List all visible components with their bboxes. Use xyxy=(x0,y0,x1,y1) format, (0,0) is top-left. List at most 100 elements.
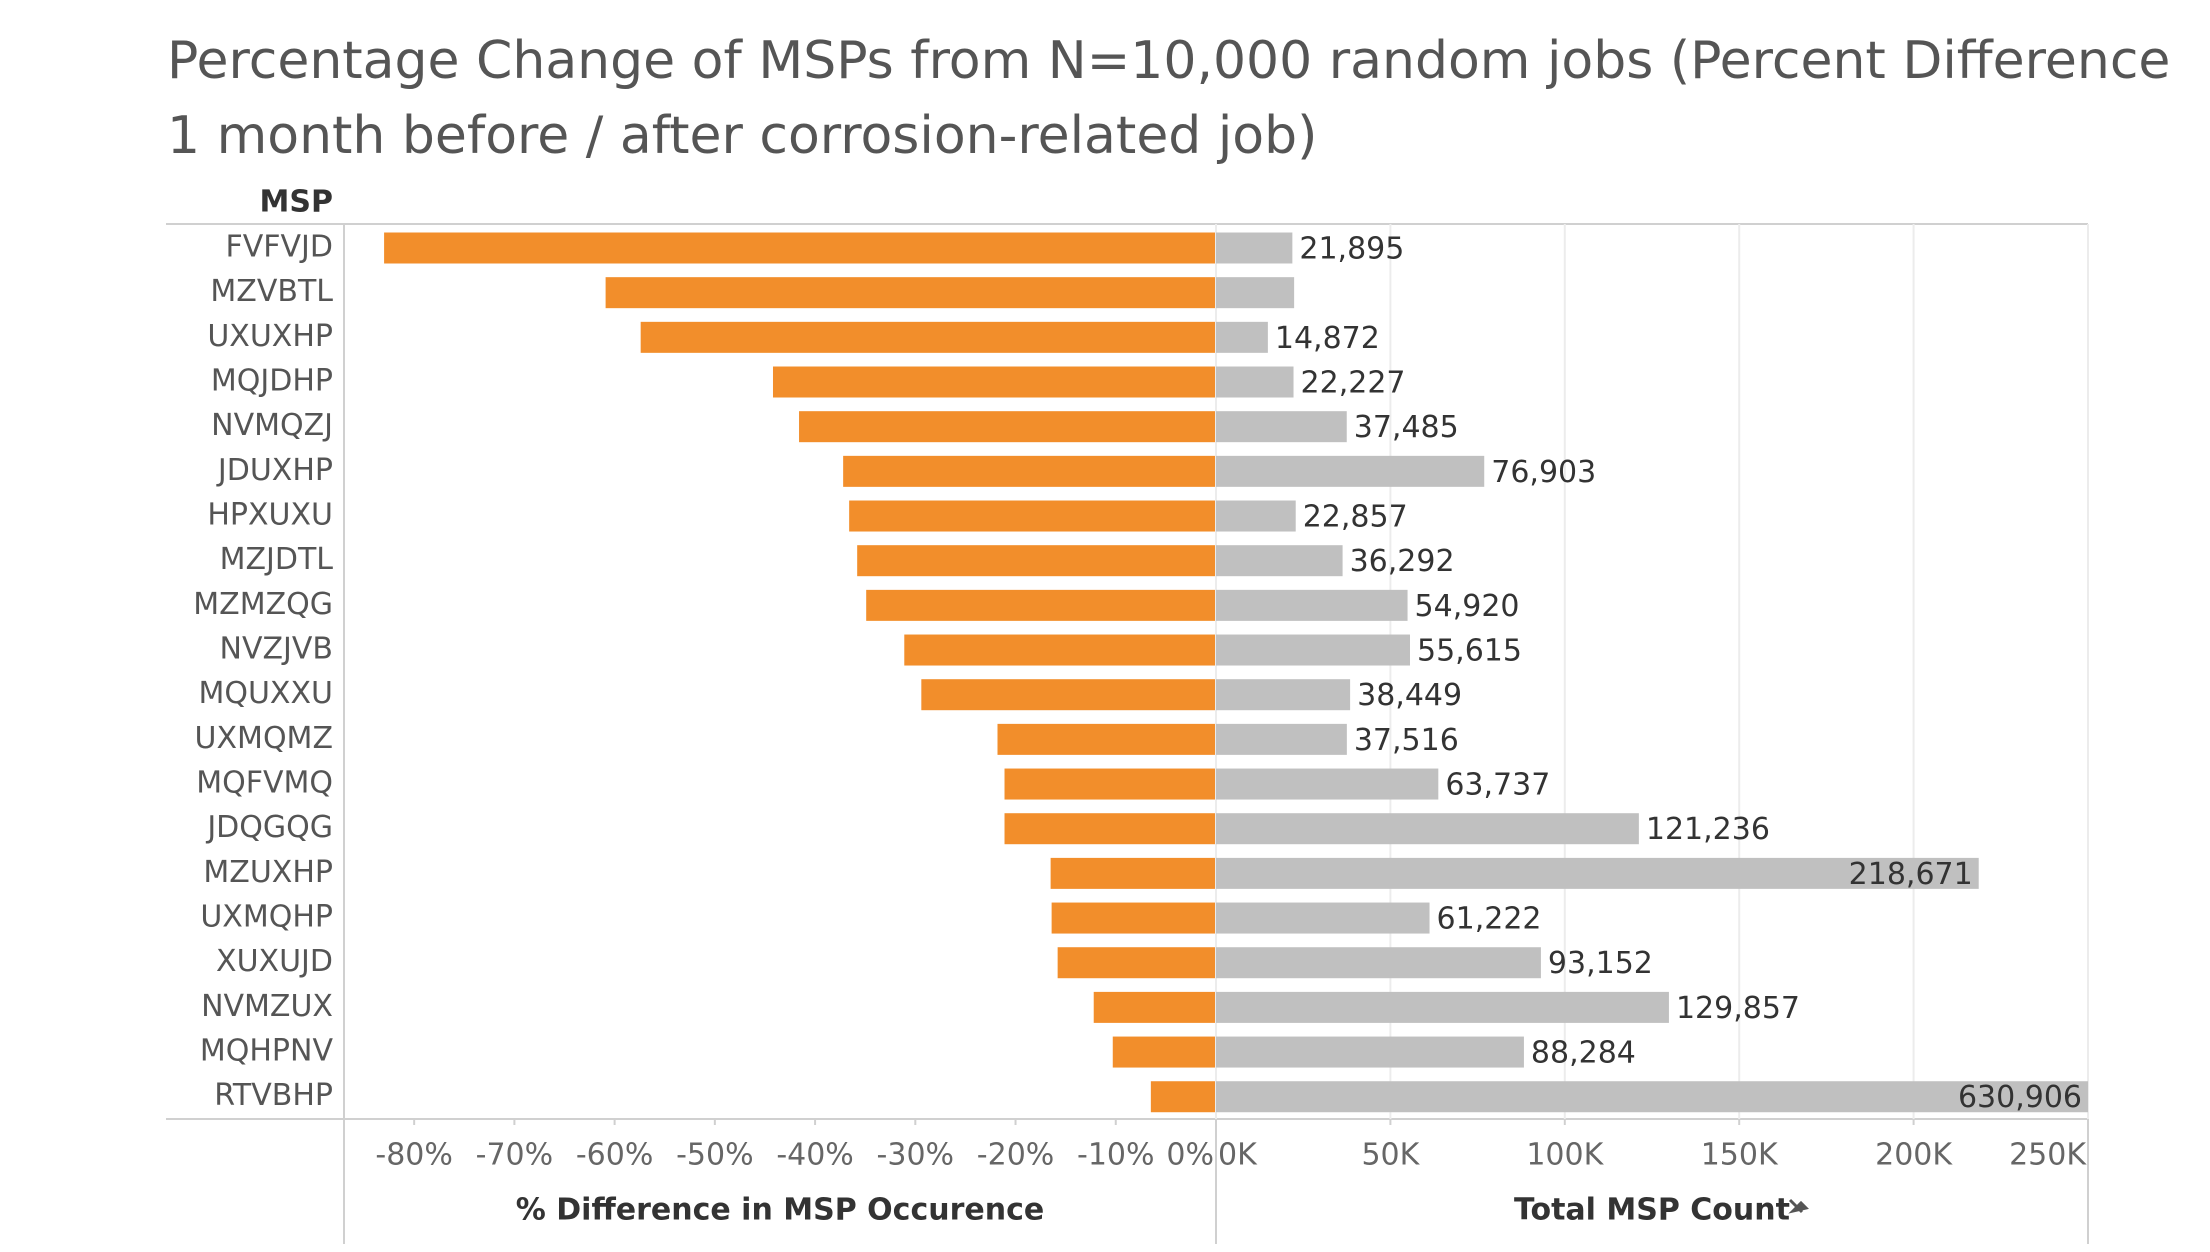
bar-group xyxy=(1216,232,2088,1113)
category-label: NVZJVB xyxy=(220,632,333,667)
bar xyxy=(1051,902,1216,934)
value-label: 21,895 xyxy=(1299,232,1404,267)
x-tick-label: -70% xyxy=(476,1138,554,1173)
bar xyxy=(1004,813,1216,845)
chart-title-line-2: 1 month before / after corrosion-related… xyxy=(167,106,1317,166)
x-tick-label: 250K xyxy=(2009,1138,2087,1173)
bar xyxy=(997,723,1216,755)
bar xyxy=(1216,500,1296,532)
bar xyxy=(640,321,1216,353)
bar xyxy=(921,679,1216,711)
value-label: 37,516 xyxy=(1354,723,1459,758)
bar xyxy=(1216,411,1347,443)
category-label: MZVBTL xyxy=(210,274,333,309)
bar xyxy=(1216,723,1347,755)
bar xyxy=(1057,947,1216,979)
bar xyxy=(384,232,1217,264)
value-label: 55,615 xyxy=(1417,634,1522,669)
category-label: MZMZQG xyxy=(193,587,333,622)
category-label: MQHPNV xyxy=(200,1034,334,1069)
value-label: 54,920 xyxy=(1415,589,1520,624)
bar xyxy=(1004,768,1216,800)
bar xyxy=(1216,813,1639,845)
value-label: 76,903 xyxy=(1491,455,1596,490)
value-label: 63,737 xyxy=(1445,768,1550,803)
value-label: 61,222 xyxy=(1437,902,1542,937)
bar xyxy=(1216,545,1343,577)
x-tick-label: 50K xyxy=(1361,1138,1420,1173)
category-label: UXUXHP xyxy=(207,319,333,354)
category-label: XUXUJD xyxy=(216,944,333,979)
x-tick-label: -40% xyxy=(776,1138,854,1173)
value-label: 93,152 xyxy=(1548,946,1653,981)
category-label: MZJDTL xyxy=(220,542,334,577)
category-label: HPXUXU xyxy=(207,498,333,533)
x-tick-label: 100K xyxy=(1526,1138,1604,1173)
category-label: MQUXXU xyxy=(198,676,333,711)
bar xyxy=(1216,991,1669,1023)
value-label: 218,671 xyxy=(1849,857,1973,892)
x-tick-label: -80% xyxy=(375,1138,453,1173)
category-label: MZUXHP xyxy=(203,855,333,890)
category-label: RTVBHP xyxy=(214,1078,333,1113)
bar xyxy=(857,545,1216,577)
value-label: 22,857 xyxy=(1303,500,1408,535)
value-label: 14,872 xyxy=(1275,321,1380,356)
x-tick-label: 150K xyxy=(1701,1138,1779,1173)
x-axis-title: % Difference in MSP Occurence xyxy=(516,1193,1044,1228)
bar xyxy=(1050,857,1216,889)
category-label: FVFVJD xyxy=(225,230,333,265)
bar xyxy=(1216,589,1408,621)
bar xyxy=(1112,1036,1216,1068)
x-tick-label: 200K xyxy=(1875,1138,1953,1173)
category-label: UXMQMZ xyxy=(195,721,333,756)
bar xyxy=(904,634,1216,666)
y-axis-title: MSP xyxy=(260,185,333,220)
x-tick-label: -10% xyxy=(1077,1138,1155,1173)
x-tick-label: -30% xyxy=(877,1138,955,1173)
bar xyxy=(1216,232,1293,264)
category-label: UXMQHP xyxy=(200,900,333,935)
bar xyxy=(1216,277,1295,309)
bar xyxy=(1216,857,1979,889)
bar xyxy=(1216,1036,1524,1068)
pin-icon xyxy=(1788,1198,1809,1214)
bar xyxy=(866,589,1216,621)
x-tick-label: -60% xyxy=(576,1138,654,1173)
bar xyxy=(1216,634,1410,666)
category-label: NVMQZJ xyxy=(211,408,333,443)
category-label: NVMZUX xyxy=(201,989,333,1024)
bar xyxy=(1216,947,1541,979)
category-label: JDQGQG xyxy=(205,810,333,845)
category-label: MQJDHP xyxy=(211,364,333,399)
bar xyxy=(1216,1081,2088,1113)
bar xyxy=(772,366,1216,398)
x-tick-label: -20% xyxy=(977,1138,1055,1173)
value-label: 88,284 xyxy=(1531,1036,1636,1071)
value-label: 121,236 xyxy=(1646,812,1770,847)
category-label: MQFVMQ xyxy=(196,766,333,801)
bar xyxy=(1216,366,1294,398)
bar xyxy=(605,277,1216,309)
x-tick-label: -50% xyxy=(676,1138,754,1173)
category-label: JDUXHP xyxy=(216,453,333,488)
bar xyxy=(1216,321,1268,353)
value-label: 129,857 xyxy=(1676,991,1800,1026)
value-label: 37,485 xyxy=(1354,410,1459,445)
bar xyxy=(843,455,1216,487)
value-label: 38,449 xyxy=(1357,678,1462,713)
x-tick-label: 0% xyxy=(1166,1138,1214,1173)
chart-title-line-1: Percentage Change of MSPs from N=10,000 … xyxy=(167,31,2170,91)
value-label: 630,906 xyxy=(1958,1080,2082,1115)
bar xyxy=(1216,455,1485,487)
bar-group xyxy=(384,232,1217,1113)
value-label: 22,227 xyxy=(1301,366,1406,401)
bar xyxy=(849,500,1216,532)
x-axis-title: Total MSP Count xyxy=(1514,1193,1790,1228)
bar xyxy=(799,411,1216,443)
bar xyxy=(1216,679,1351,711)
bar xyxy=(1216,902,1430,934)
bar xyxy=(1216,768,1439,800)
bar xyxy=(1093,991,1216,1023)
